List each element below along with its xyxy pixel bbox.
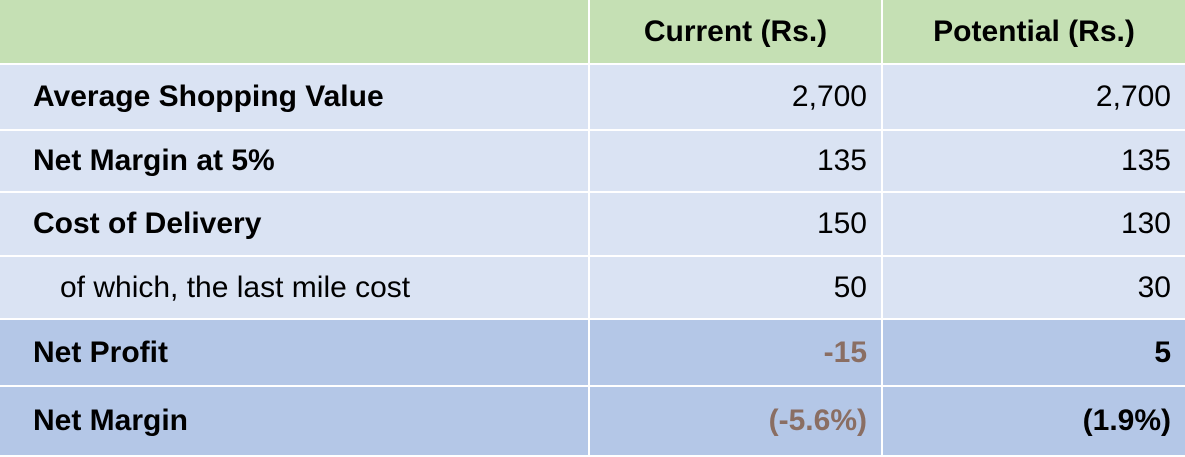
potential-net-profit: 5 — [883, 320, 1185, 387]
potential-average-shopping-value: 2,700 — [883, 65, 1185, 131]
current-net-profit: -15 — [590, 320, 883, 387]
potential-cost-of-delivery: 130 — [883, 193, 1185, 257]
row-label-net-margin-5: Net Margin at 5% — [0, 131, 590, 193]
current-net-margin-5: 135 — [590, 131, 883, 193]
row-label-average-shopping-value: Average Shopping Value — [0, 65, 590, 131]
current-cost-of-delivery: 150 — [590, 193, 883, 257]
current-average-shopping-value: 2,700 — [590, 65, 883, 131]
row-label-net-margin: Net Margin — [0, 387, 590, 457]
row-label-cost-of-delivery: Cost of Delivery — [0, 193, 590, 257]
header-potential: Potential (Rs.) — [883, 0, 1185, 65]
row-label-last-mile-cost: of which, the last mile cost — [0, 257, 590, 320]
current-net-margin: (-5.6%) — [590, 387, 883, 457]
row-label-net-profit: Net Profit — [0, 320, 590, 387]
potential-net-margin-5: 135 — [883, 131, 1185, 193]
potential-last-mile-cost: 30 — [883, 257, 1185, 320]
header-current: Current (Rs.) — [590, 0, 883, 65]
potential-net-margin: (1.9%) — [883, 387, 1185, 457]
current-last-mile-cost: 50 — [590, 257, 883, 320]
header-empty-cell — [0, 0, 590, 65]
